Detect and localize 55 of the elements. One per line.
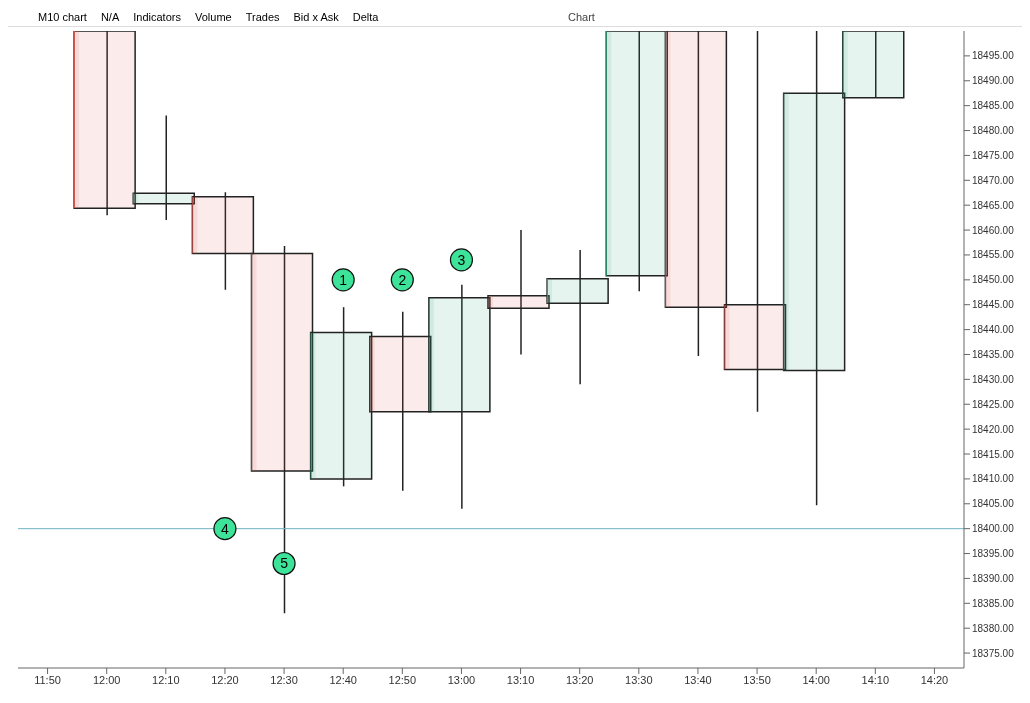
x-tick-label: 12:40 [329,673,357,686]
y-tick-label: 18430.00 [972,373,1015,385]
y-tick-label: 18480.00 [972,125,1015,137]
text: N/A [100,11,120,23]
y-tick-label: 18455.00 [972,249,1015,261]
y-tick-label: 18395.00 [972,548,1015,560]
x-tick-label: 12:00 [92,673,121,686]
x-tick-label: 13:20 [565,673,594,686]
candlestick [842,31,905,99]
x-tick-label: 13:50 [743,673,771,686]
y-tick-label: 18485.00 [972,100,1015,112]
annotation: 1 [339,271,348,288]
x-tick-label: 13:00 [447,673,476,686]
y-tick-label: 18425.00 [972,398,1015,410]
x-tick-label: 13:40 [684,673,712,686]
x-tick-label: 11:50 [34,673,61,686]
y-tick-label: 18475.00 [972,149,1015,161]
annotation: 5 [280,555,289,572]
y-tick-label: 18390.00 [972,572,1015,584]
text: Volume [194,11,232,23]
y-tick-label: 18420.00 [972,423,1015,435]
y-tick-label: 18450.00 [972,274,1015,286]
y-tick-label: 18445.00 [972,299,1015,311]
x-tick-label: 13:30 [625,673,653,686]
annotation: 3 [457,251,466,268]
y-tick-label: 18380.00 [972,622,1015,634]
text: Bid x Ask [293,11,339,23]
x-tick-label: 13:10 [506,673,535,686]
x-tick-label: 12:30 [270,673,298,686]
y-tick-label: 18405.00 [972,498,1015,510]
y-tick-label: 18470.00 [972,174,1015,186]
text: M10 chart [38,11,87,23]
y-tick-label: 18440.00 [972,324,1015,336]
text: Indicators [133,11,181,23]
x-tick-label: 12:10 [152,673,180,686]
annotation: 4 [221,520,230,537]
y-tick-label: 18435.00 [972,349,1015,361]
y-tick-label: 18465.00 [972,199,1015,211]
y-tick-label: 18415.00 [972,448,1015,460]
chart-title: Chart [568,11,595,23]
annotation: 2 [398,271,407,288]
y-tick-label: 18400.00 [972,523,1015,535]
y-tick-label: 18385.00 [972,597,1015,609]
x-tick-label: 14:20 [920,673,949,686]
y-tick-label: 18460.00 [972,224,1015,236]
x-tick-label: 14:00 [802,673,830,686]
y-tick-label: 18410.00 [972,473,1015,485]
y-tick-label: 18490.00 [972,75,1015,87]
text: Delta [352,11,379,23]
x-tick-label: 12:20 [211,673,239,686]
x-tick-label: 12:50 [388,673,417,686]
text: Trades [245,11,280,23]
y-tick-label: 18495.00 [972,50,1015,62]
x-tick-label: 14:10 [861,673,890,686]
y-tick-label: 18375.00 [972,647,1015,659]
